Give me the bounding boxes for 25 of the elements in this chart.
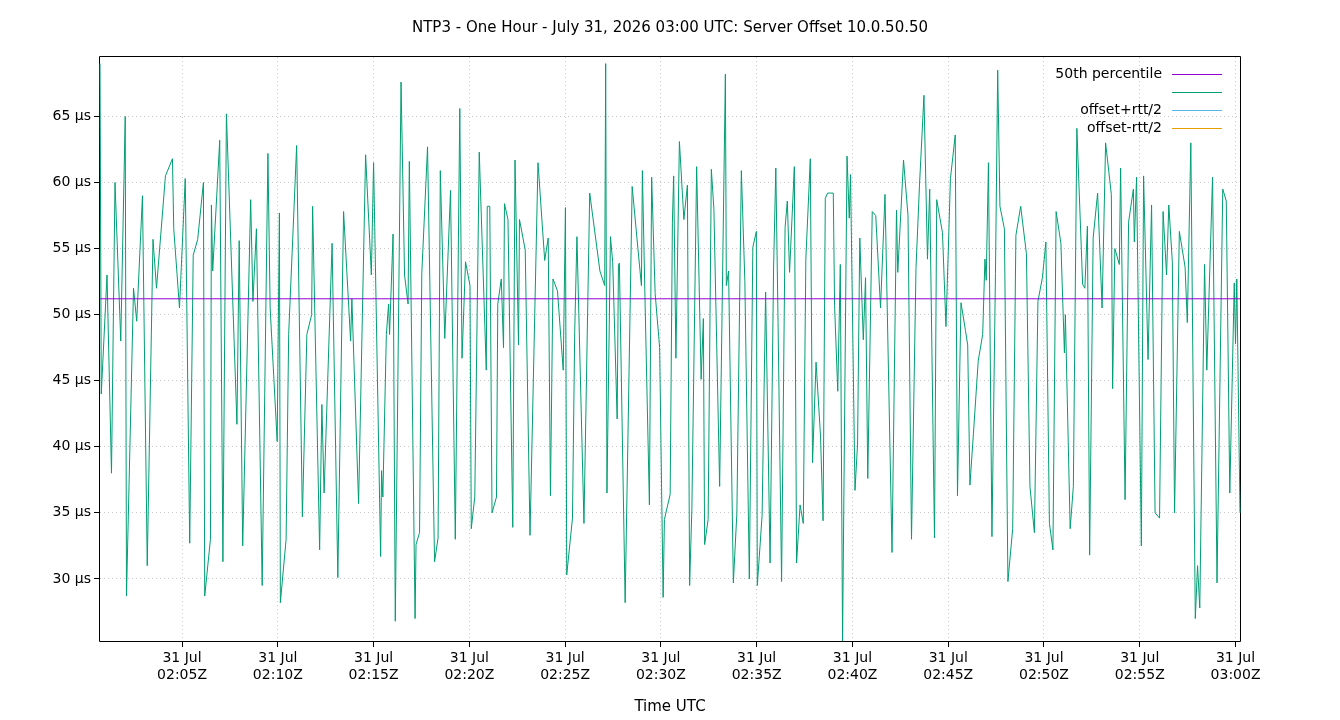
legend-label: offset-rtt/2 bbox=[1086, 118, 1162, 135]
y-tick-label: 30 µs bbox=[52, 569, 91, 586]
x-tick-label: 31 Jul 02:15Z bbox=[348, 649, 399, 682]
x-tick-label: 31 Jul 02:25Z bbox=[540, 649, 591, 682]
legend-label: 50th percentile bbox=[1055, 64, 1162, 81]
x-tick-label: 31 Jul 02:30Z bbox=[635, 649, 686, 682]
x-tick-label: 31 Jul 02:45Z bbox=[923, 649, 974, 682]
y-tick-label: 35 µs bbox=[52, 503, 91, 520]
x-axis-title: Time UTC bbox=[633, 696, 706, 715]
y-tick-label: 55 µs bbox=[52, 239, 91, 256]
y-tick-label: 65 µs bbox=[52, 107, 91, 124]
x-tick-label: 31 Jul 03:00Z bbox=[1210, 649, 1261, 682]
x-tick-label: 31 Jul 02:20Z bbox=[444, 649, 495, 682]
x-tick-label: 31 Jul 02:40Z bbox=[827, 649, 878, 682]
y-tick-label: 60 µs bbox=[52, 173, 91, 190]
y-tick-label: 45 µs bbox=[52, 371, 91, 388]
y-tick-label: 50 µs bbox=[52, 305, 91, 322]
x-tick-label: 31 Jul 02:35Z bbox=[731, 649, 782, 682]
x-tick-label: 31 Jul 02:50Z bbox=[1019, 649, 1069, 682]
x-tick-label: 31 Jul 02:10Z bbox=[252, 649, 303, 682]
chart-title: NTP3 - One Hour - July 31, 2026 03:00 UTC: Server Offset 10.0.50.50 bbox=[411, 17, 929, 36]
legend-label: offset+rtt/2 bbox=[1080, 100, 1162, 117]
y-tick-label: 40 µs bbox=[52, 437, 91, 454]
x-tick-label: 31 Jul 02:55Z bbox=[1114, 649, 1165, 682]
x-tick-label: 31 Jul 02:05Z bbox=[157, 649, 208, 682]
